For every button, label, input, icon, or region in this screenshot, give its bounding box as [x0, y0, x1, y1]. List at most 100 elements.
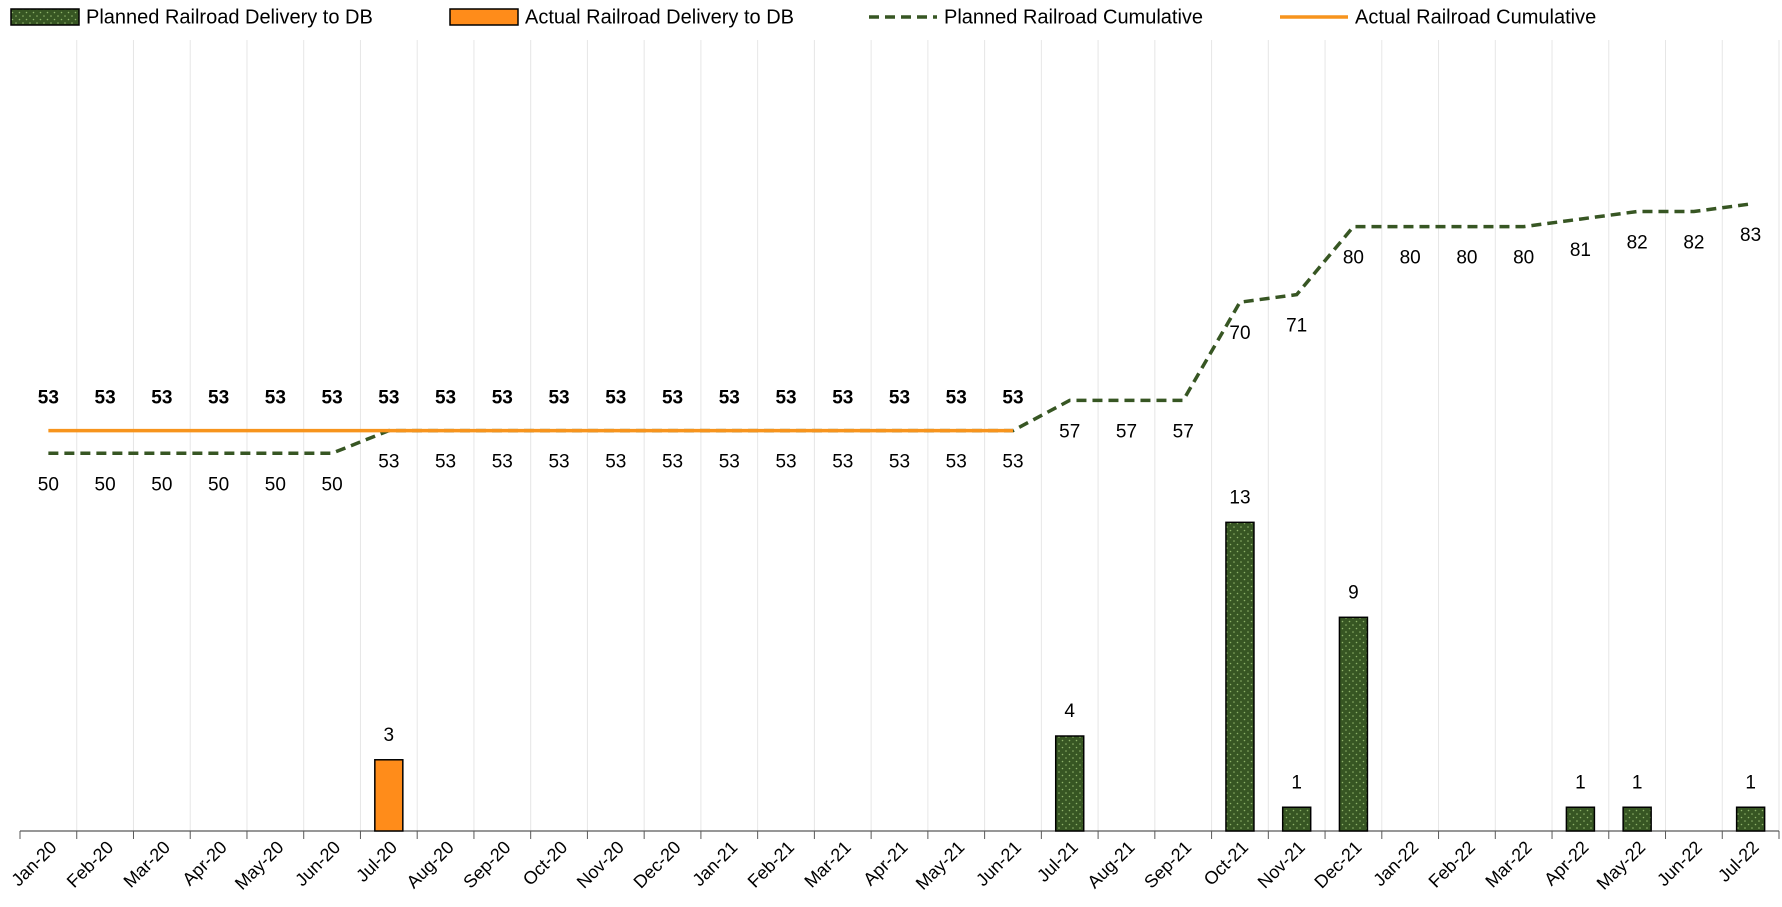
- data-label: 53: [435, 388, 456, 409]
- data-label: 80: [1513, 248, 1534, 269]
- x-tick-label: Jun-20: [291, 837, 344, 890]
- data-label: 50: [95, 474, 116, 495]
- data-label: 53: [832, 452, 853, 473]
- data-label: 80: [1456, 248, 1477, 269]
- bar: [1054, 735, 1085, 832]
- data-label: 53: [208, 388, 229, 409]
- data-label: 9: [1348, 582, 1359, 603]
- data-label: 3: [384, 725, 395, 746]
- data-label: 53: [265, 388, 286, 409]
- data-label: 81: [1570, 240, 1591, 261]
- data-label: 57: [1116, 421, 1137, 442]
- x-tick-label: Oct-20: [519, 837, 571, 889]
- x-tick-label: Sep-21: [1140, 837, 1195, 892]
- data-label: 1: [1291, 772, 1302, 793]
- data-label: 53: [605, 388, 626, 409]
- bar: [374, 759, 404, 832]
- data-label: 53: [775, 388, 796, 409]
- x-tick-label: Apr-20: [178, 837, 230, 889]
- x-tick-label: Dec-20: [630, 837, 685, 892]
- x-tick-label: Mar-21: [800, 837, 854, 891]
- x-tick-label: Feb-20: [63, 837, 117, 891]
- data-label: 71: [1286, 316, 1307, 337]
- x-tick-label: Jul-22: [1714, 837, 1763, 886]
- x-tick-label: Mar-20: [120, 837, 174, 891]
- data-label: 53: [832, 388, 853, 409]
- x-tick-label: Dec-21: [1310, 837, 1365, 892]
- x-tick-label: Jun-21: [972, 837, 1025, 890]
- data-label: 82: [1627, 233, 1648, 254]
- data-label: 53: [775, 452, 796, 473]
- legend-label: Planned Railroad Delivery to DB: [86, 6, 373, 28]
- x-tick-label: May-21: [912, 837, 969, 894]
- data-label: 53: [889, 452, 910, 473]
- legend-label: Actual Railroad Delivery to DB: [525, 6, 794, 28]
- x-tick-label: Jun-22: [1653, 837, 1706, 890]
- x-tick-label: Jul-21: [1033, 837, 1082, 886]
- data-label: 53: [605, 452, 626, 473]
- data-label: 50: [208, 474, 229, 495]
- data-label: 53: [946, 452, 967, 473]
- data-label: 1: [1575, 772, 1586, 793]
- data-label: 13: [1229, 487, 1250, 508]
- x-tick-label: Aug-21: [1083, 837, 1138, 892]
- data-label: 53: [378, 452, 399, 473]
- data-label: 50: [38, 474, 59, 495]
- data-label: 53: [719, 388, 740, 409]
- legend-label: Actual Railroad Cumulative: [1355, 6, 1596, 28]
- data-label: 80: [1400, 248, 1421, 269]
- x-tick-label: Feb-22: [1425, 837, 1479, 891]
- bar: [1338, 616, 1369, 832]
- data-label: 1: [1745, 772, 1756, 793]
- legend-label: Planned Railroad Cumulative: [944, 6, 1203, 28]
- data-label: 50: [265, 474, 286, 495]
- data-label: 53: [151, 388, 172, 409]
- data-label: 53: [548, 452, 569, 473]
- x-tick-label: Mar-22: [1481, 837, 1535, 891]
- data-label: 53: [95, 388, 116, 409]
- x-tick-label: Jul-20: [352, 837, 401, 886]
- x-tick-label: Sep-20: [459, 837, 514, 892]
- data-label: 53: [946, 388, 967, 409]
- data-label: 53: [38, 388, 59, 409]
- data-label: 4: [1064, 701, 1075, 722]
- data-label: 53: [548, 388, 569, 409]
- x-tick-label: Feb-21: [744, 837, 798, 891]
- x-tick-label: Aug-20: [403, 837, 458, 892]
- x-tick-label: Nov-21: [1254, 837, 1309, 892]
- data-label: 70: [1229, 323, 1250, 344]
- data-label: 53: [719, 452, 740, 473]
- bar: [1225, 521, 1255, 832]
- data-label: 53: [435, 452, 456, 473]
- x-tick-label: Apr-22: [1540, 837, 1592, 889]
- data-label: 53: [889, 388, 910, 409]
- data-label: 80: [1343, 248, 1364, 269]
- bar: [1622, 806, 1652, 832]
- x-tick-label: Nov-20: [573, 837, 628, 892]
- bar: [1281, 806, 1312, 832]
- data-label: 53: [1002, 388, 1023, 409]
- data-label: 53: [492, 388, 513, 409]
- data-label: 83: [1740, 225, 1761, 246]
- data-label: 53: [662, 452, 683, 473]
- data-label: 82: [1683, 233, 1704, 254]
- x-tick-label: Jan-22: [1369, 837, 1422, 890]
- data-label: 57: [1059, 421, 1080, 442]
- data-label: 53: [378, 388, 399, 409]
- legend-swatch: [449, 8, 519, 26]
- data-label: 53: [662, 388, 683, 409]
- x-tick-label: May-22: [1593, 837, 1650, 894]
- data-label: 50: [151, 474, 172, 495]
- bar: [1565, 806, 1596, 832]
- bar: [1735, 806, 1766, 832]
- x-tick-label: Oct-21: [1200, 837, 1252, 889]
- data-label: 1: [1632, 772, 1643, 793]
- x-tick-label: Jan-20: [7, 837, 60, 890]
- x-tick-label: May-20: [231, 837, 288, 894]
- legend-swatch: [10, 8, 80, 26]
- data-label: 57: [1173, 421, 1194, 442]
- x-tick-label: Jan-21: [688, 837, 741, 890]
- data-label: 53: [322, 388, 343, 409]
- data-label: 50: [322, 474, 343, 495]
